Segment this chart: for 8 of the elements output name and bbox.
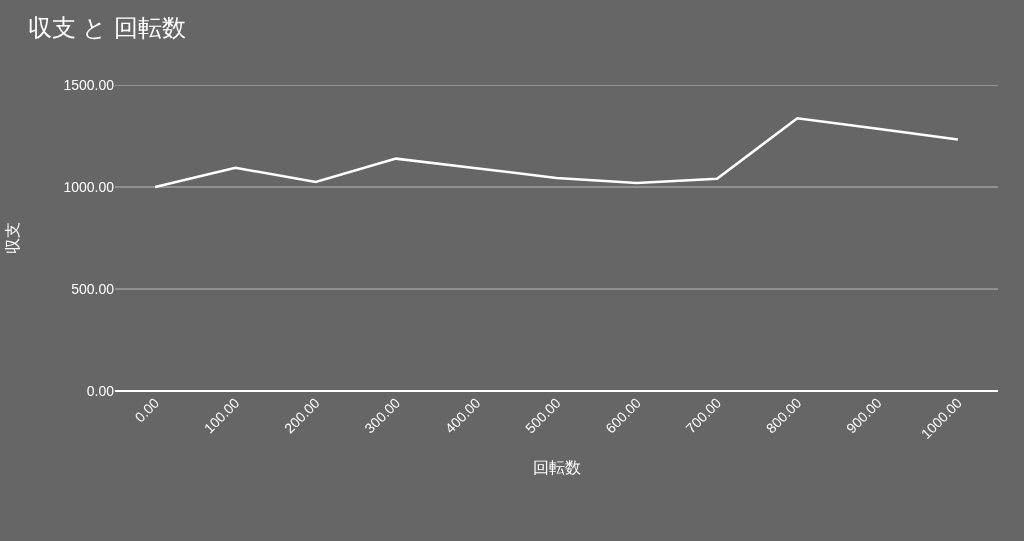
y-tick-label: 500.00: [71, 280, 115, 297]
y-tick-label: 1500.00: [63, 76, 115, 93]
y-tick-label: 1000.00: [63, 178, 115, 195]
x-axis-title: 回転数: [532, 458, 581, 476]
chart-title: 収支 と 回転数: [27, 13, 186, 41]
y-tick-label: 0.00: [86, 382, 115, 399]
y-axis-title: 収支: [4, 222, 22, 254]
line-series: [153, 117, 960, 189]
